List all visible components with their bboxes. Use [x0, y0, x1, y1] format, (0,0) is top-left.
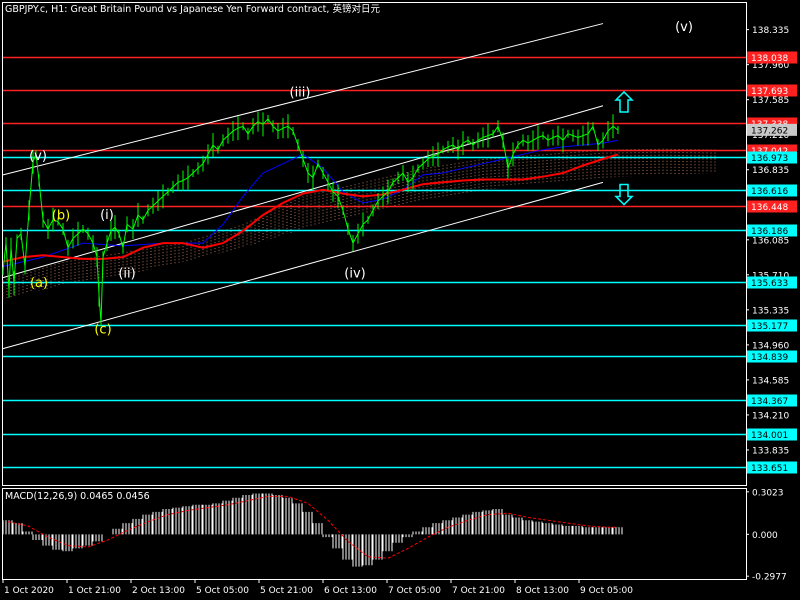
direction-arrows: [614, 90, 634, 206]
red-level-label: 136.448: [751, 203, 788, 213]
current-price-tag: [747, 123, 797, 136]
wave-label: (v): [675, 20, 693, 35]
arrow-up-icon: [614, 90, 634, 113]
cyan-level-label: 135.177: [751, 322, 788, 332]
macd-tick-label: -0.2977: [752, 573, 787, 583]
time-tick-label: 7 Oct 05:00: [388, 586, 441, 596]
red-level-tag: [747, 200, 797, 213]
wave-label: (iv): [344, 267, 365, 282]
red-level-tag: [747, 51, 797, 64]
macd-tick-label: 0.3023: [752, 488, 784, 498]
cyan-level-tag: [747, 428, 797, 441]
horizontal-levels: [3, 56, 746, 469]
price-tick-label: 134.585: [752, 376, 789, 386]
price-tick-label: 133.835: [752, 446, 789, 456]
cyan-level-tag: [747, 319, 797, 332]
time-tick-label: 2 Oct 13:00: [132, 586, 185, 596]
price-tick-label: 134.210: [752, 411, 789, 421]
time-tick-label: 1 Oct 21:00: [68, 586, 121, 596]
cyan-level-label: 134.367: [751, 397, 788, 407]
wave-label: (iii): [290, 85, 311, 100]
price-tick-label: 137.585: [752, 96, 789, 106]
cyan-level-tag: [747, 151, 797, 164]
indicator-lines: [2, 111, 619, 327]
elliott-wave-labels: (v) (b) (a) (i) (ii) (c) (iii) (iv) (v): [29, 20, 693, 338]
cyan-level-label: 136.973: [751, 154, 788, 164]
price-tick-label: 137.960: [752, 61, 789, 71]
main-pane-frame: [2, 2, 747, 486]
wave-label: (i): [100, 208, 114, 223]
price-tick-label: 135.335: [752, 306, 789, 316]
wave-label: (c): [94, 323, 111, 338]
channel-line-upper: [2, 23, 604, 176]
red-level-tag: [747, 84, 797, 97]
cyan-level-label: 136.616: [751, 187, 788, 197]
cyan-level-tag: [747, 184, 797, 197]
time-tick-label: 1 Oct 2020: [4, 586, 54, 596]
macd-label: MACD(12,26,9) 0.0465 0.0456: [5, 491, 150, 502]
cyan-level-label: 134.839: [751, 353, 788, 363]
wave-label: (v): [29, 149, 47, 164]
chart-title: GBPJPY.c, H1: Great Britain Pound vs Jap…: [5, 3, 380, 15]
time-tick-label: 5 Oct 21:00: [260, 586, 313, 596]
cyan-level-tag: [747, 461, 797, 474]
price-tick-label: 136.835: [752, 166, 789, 176]
channel-line-lower: [2, 181, 604, 350]
macd-pane: 0.3023 0.000 -0.2977: [2, 488, 787, 583]
time-tick-label: 7 Oct 21:00: [452, 586, 505, 596]
price-level-tags: 138.038137.693137.338137.042136.448136.9…: [747, 51, 797, 474]
cyan-level-label: 134.001: [751, 431, 788, 441]
price-tick-label: 134.960: [752, 341, 789, 351]
price-tick-label: 135.710: [752, 271, 789, 281]
cyan-level-label: 136.186: [751, 227, 788, 237]
wave-label: (ii): [118, 267, 135, 282]
cyan-level-tag: [747, 350, 797, 363]
price-tick-label: 137.210: [752, 131, 789, 141]
time-tick-label: 6 Oct 13:00: [324, 586, 377, 596]
macd-tick-label: 0.000: [752, 531, 778, 541]
time-tick-label: 8 Oct 13:00: [516, 586, 569, 596]
wave-label: (a): [30, 276, 48, 291]
time-axis: 1 Oct 2020 1 Oct 21:00 2 Oct 13:00 5 Oct 05…: [2, 579, 633, 596]
cyan-level-label: 135.633: [751, 279, 788, 289]
cyan-level-tag: [747, 224, 797, 237]
red-level-label: 138.038: [751, 54, 788, 64]
cyan-level-tag: [747, 394, 797, 407]
wave-label: (b): [52, 209, 70, 224]
red-level-label: 137.693: [751, 87, 788, 97]
price-tick-label: 136.085: [752, 236, 789, 246]
macd-signal-line: [7, 495, 618, 559]
price-tick-label: 138.335: [752, 26, 789, 36]
kijun-sen-line: [2, 153, 619, 263]
cyan-level-tag: [747, 276, 797, 289]
arrow-down-icon: [614, 183, 634, 206]
time-tick-label: 5 Oct 05:00: [196, 586, 249, 596]
time-tick-label: 9 Oct 05:00: [580, 586, 633, 596]
current-price-label: 137.262: [751, 126, 788, 136]
cyan-level-label: 133.651: [751, 464, 788, 474]
